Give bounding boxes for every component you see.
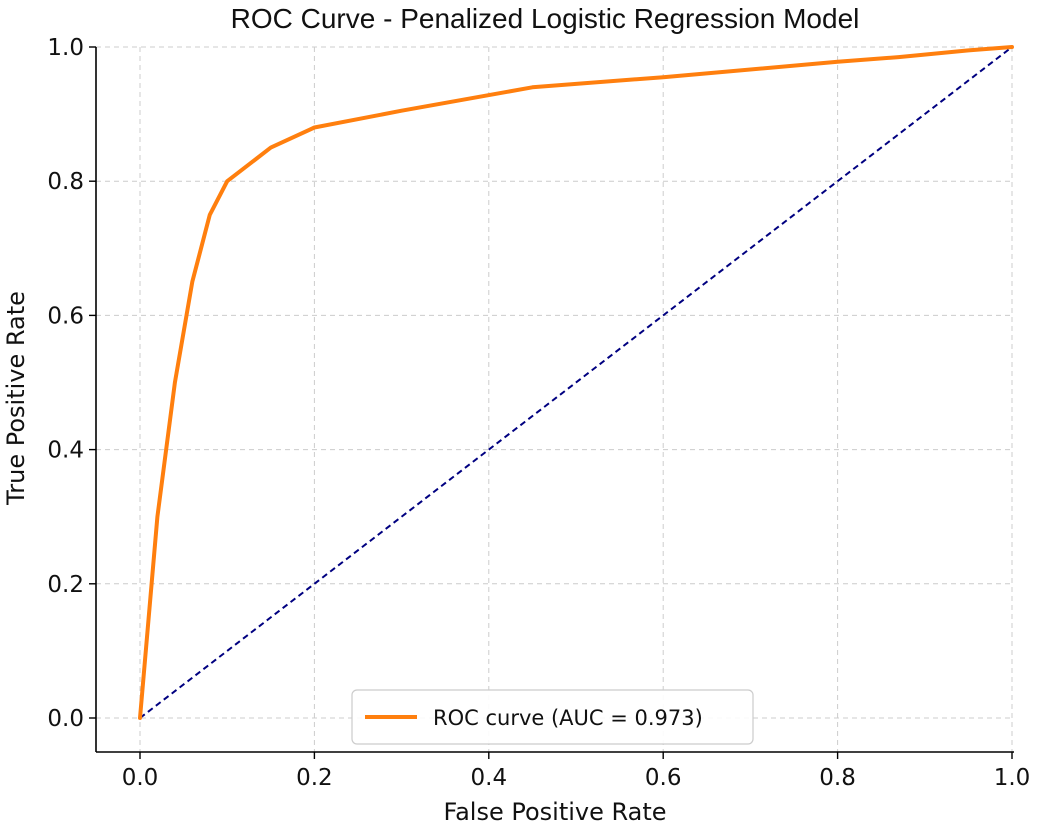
chance-diagonal-line	[139, 46, 1013, 719]
x-tick-label-2: 0.4	[471, 765, 508, 791]
chart-title: ROC Curve - Penalized Logistic Regressio…	[231, 3, 860, 34]
x-tick-label-4: 0.8	[819, 765, 856, 791]
y-axis-label: True Positive Rate	[2, 291, 30, 506]
legend-box	[351, 689, 754, 745]
x-tick-label-0: 0.0	[122, 765, 159, 791]
grid-layer	[96, 46, 1014, 752]
y-tick-label-4: 0.8	[47, 169, 84, 195]
legend: ROC curve (AUC = 0.973)	[351, 689, 754, 745]
legend-roc-label: ROC curve (AUC = 0.973)	[433, 706, 703, 730]
y-tick-label-0: 0.0	[47, 706, 84, 732]
x-tick-label-3: 0.6	[645, 765, 682, 791]
x-tick-label-5: 1.0	[994, 765, 1031, 791]
series-layer	[138, 45, 1014, 720]
y-tick-label-3: 0.6	[47, 303, 84, 329]
x-tick-label-1: 0.2	[296, 765, 333, 791]
roc-curve-line	[138, 45, 1014, 720]
x-axis-label: False Positive Rate	[443, 798, 666, 825]
y-tick-label-5: 1.0	[47, 35, 84, 61]
axes-layer	[95, 47, 1014, 753]
y-tick-label-2: 0.4	[47, 438, 84, 464]
y-tick-label-1: 0.2	[47, 572, 84, 598]
tick-layer: 0.0 0.2 0.4 0.6 0.8 1.0 0.0 0.2 0.4 0.6 0.8 1.0	[47, 35, 1030, 791]
